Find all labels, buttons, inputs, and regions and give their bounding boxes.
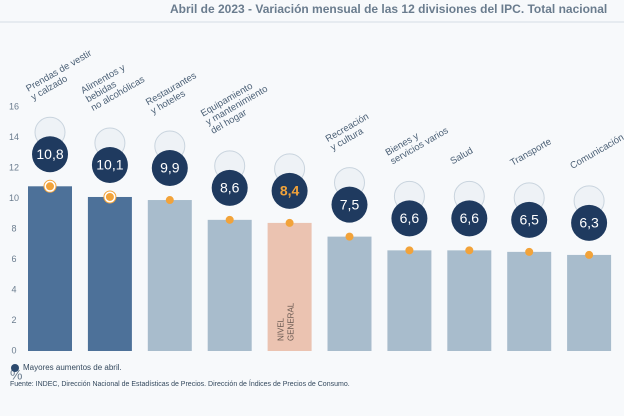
bar-top-dot [285, 218, 294, 227]
value-label: 9,9 [160, 160, 180, 176]
bar-top-dot [585, 250, 594, 259]
bar [507, 251, 552, 351]
y-tick-label: 0 [11, 345, 16, 355]
value-badge [91, 146, 128, 183]
bar-top-dot [405, 246, 414, 255]
value-badge [391, 200, 428, 237]
y-tick-label: 16 [9, 101, 19, 111]
bar [207, 219, 252, 351]
value-label: 6,6 [400, 210, 420, 226]
value-badge [211, 169, 248, 206]
bar [567, 254, 612, 351]
bar-top-dot [525, 247, 534, 256]
bar-top-dot [345, 232, 354, 241]
y-tick-label: 8 [11, 223, 16, 233]
category-label-line: GENERAL [287, 302, 296, 341]
y-tick-label: 14 [9, 132, 19, 142]
value-badge [32, 136, 68, 173]
bar [447, 250, 492, 351]
y-tick-label: 4 [11, 284, 16, 294]
bar-top-dot [465, 246, 474, 255]
value-label: 7,5 [340, 196, 360, 212]
value-label: 6,3 [579, 215, 599, 231]
bar [28, 186, 72, 351]
value-label: 6,5 [519, 212, 539, 228]
y-tick-label: 6 [11, 254, 16, 264]
legend-dot [11, 364, 19, 372]
value-label: 6,6 [460, 210, 480, 226]
value-badge [151, 150, 188, 187]
value-label: 10,8 [36, 146, 63, 162]
category-label-line: NIVEL [277, 317, 286, 341]
bar-top-dot [165, 196, 174, 205]
chart-title: Abril de 2023 - Variación mensual de las… [170, 2, 607, 16]
value-badge [271, 172, 308, 209]
bar [147, 200, 192, 351]
y-tick-label: 10 [9, 193, 19, 203]
bar [387, 250, 432, 351]
value-label: 8,4 [280, 183, 300, 199]
bar-top-dot [46, 182, 54, 191]
bar-top-dot [105, 192, 114, 201]
bar [327, 236, 372, 351]
y-tick-label: 12 [9, 162, 19, 172]
value-badge [331, 186, 368, 223]
value-label: 8,6 [220, 180, 240, 196]
value-label: 10,1 [96, 157, 123, 173]
bar [267, 222, 312, 351]
bar-top-dot [225, 215, 234, 224]
legend-label: Mayores aumentos de abril. [23, 363, 122, 372]
category-label: NIVEL GENERAL [277, 302, 296, 341]
bar [87, 196, 132, 351]
value-badge [451, 200, 488, 237]
y-tick-label: 2 [11, 315, 16, 325]
source: Fuente: INDEC, Dirección Nacional de Est… [10, 379, 350, 388]
value-badge [571, 204, 608, 241]
value-badge [511, 201, 548, 238]
